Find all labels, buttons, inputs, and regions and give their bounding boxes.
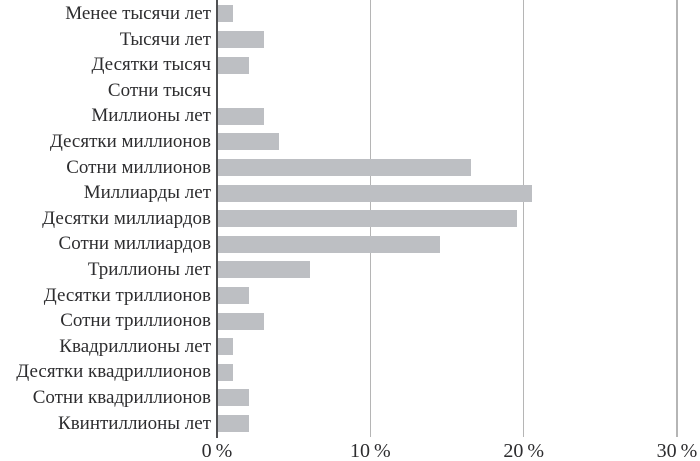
category-label: Миллиарды лет xyxy=(83,182,211,204)
category-label: Триллионы лет xyxy=(87,259,211,280)
bar-6 xyxy=(218,133,280,151)
category-label: Сотни квадриллионов xyxy=(32,387,211,408)
category-label: Десятки квадриллионов xyxy=(16,361,211,383)
bar-12 xyxy=(218,286,249,304)
category-label: Квинтиллионы лет xyxy=(58,412,211,434)
y-axis-line xyxy=(216,0,218,438)
bar-17 xyxy=(218,414,249,432)
category-label: Менее тысячи лет xyxy=(65,3,211,24)
bar-16 xyxy=(218,389,249,407)
x-tick-label-10: 10 % xyxy=(349,440,391,461)
gridline-30-percent xyxy=(676,0,678,437)
category-label: Десятки миллионов xyxy=(49,131,211,152)
bar-14 xyxy=(218,338,234,356)
bar-7 xyxy=(218,158,471,176)
category-label: Десятки триллионов xyxy=(43,284,211,306)
bar-9 xyxy=(218,210,517,228)
bar-1 xyxy=(218,5,234,23)
category-label: Сотни тысяч xyxy=(107,79,211,101)
category-label: Тысячи лет xyxy=(119,28,211,50)
bar-2 xyxy=(218,30,264,48)
category-label: Квадриллионы лет xyxy=(59,335,211,357)
bar-5 xyxy=(218,107,264,125)
x-tick-label-0: 0 % xyxy=(201,440,233,461)
category-label: Десятки миллиардов xyxy=(42,207,211,229)
category-label: Миллионы лет xyxy=(91,105,211,127)
x-tick-label-20: 20 % xyxy=(503,440,544,461)
category-label: Сотни триллионов xyxy=(60,310,211,332)
bar-10 xyxy=(218,235,441,253)
category-label: Десятки тысяч xyxy=(91,54,211,76)
bar-13 xyxy=(218,312,264,330)
category-label: Сотни миллионов xyxy=(66,156,211,178)
bar-3 xyxy=(218,56,249,74)
gridline-20-percent xyxy=(522,0,525,437)
bar-11 xyxy=(218,261,310,279)
bar-15 xyxy=(218,363,234,381)
bar-8 xyxy=(218,184,533,202)
x-tick-label-30: 30 % xyxy=(656,440,698,461)
category-label: Сотни миллиардов xyxy=(58,233,211,255)
